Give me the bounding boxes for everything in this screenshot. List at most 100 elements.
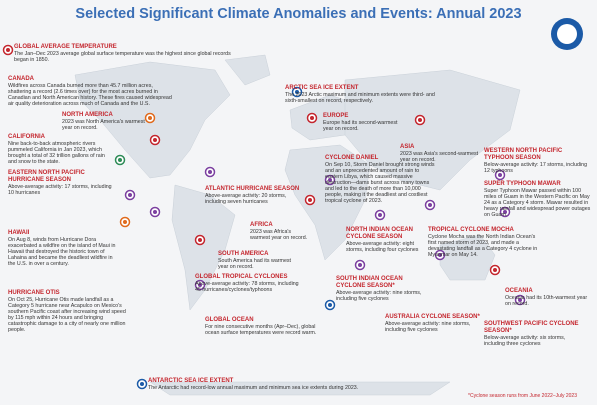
- event: EUROPE Europe had its second-warmest year…: [323, 113, 401, 132]
- event: SOUTHWEST PACIFIC CYCLONE SEASON* Below-a…: [484, 321, 584, 347]
- event: CALIFORNIA Nine back-to-back atmospheric …: [8, 134, 113, 165]
- event-body: Nine back-to-back atmospheric rivers pum…: [8, 140, 105, 166]
- event-heading: CYCLONE DANIEL: [325, 155, 379, 161]
- event-body: On Oct 25, Hurricane Otis made landfall …: [8, 296, 126, 334]
- event-heading: NORTH INDIAN OCEAN CYCLONE SEASON: [346, 227, 413, 240]
- event-heading: EASTERN NORTH PACIFIC HURRICANE SEASON: [8, 170, 85, 183]
- event-body: South America had its warmest year on re…: [218, 257, 292, 270]
- event-body: On Aug 8, winds from Hurricane Dora exac…: [8, 236, 116, 268]
- event-body: Cyclone Mocha was the North Indian Ocean…: [428, 233, 538, 259]
- event-heading: SOUTH AMERICA: [218, 251, 269, 257]
- event: CYCLONE DANIEL On Sep 10, Storm Daniel br…: [325, 155, 435, 204]
- event-body: Above-average activity: nine storms, inc…: [336, 289, 422, 302]
- event-body: On Sep 10, Storm Daniel brought strong w…: [325, 161, 435, 205]
- logo-center: [557, 24, 577, 44]
- event-icon-dot: [6, 48, 10, 52]
- event: ARCTIC SEA ICE EXTENT The 2023 Arctic max…: [285, 85, 445, 104]
- event: GLOBAL OCEAN For nine consecutive months …: [205, 317, 325, 336]
- event-body: The 2023 Arctic maximum and minimum exte…: [285, 91, 435, 104]
- event-icon-dot: [328, 178, 332, 182]
- event-body: Above-average activity: 78 storms, inclu…: [195, 280, 299, 293]
- event-icon-dot: [493, 268, 497, 272]
- event: HURRICANE OTIS On Oct 25, Hurricane Otis …: [8, 290, 126, 333]
- event-heading: HAWAII: [8, 230, 30, 236]
- event-heading: SOUTH INDIAN OCEAN CYCLONE SEASON*: [336, 276, 403, 289]
- event-heading: ATLANTIC HURRICANE SEASON: [205, 186, 300, 192]
- event-icon-dot: [128, 193, 132, 197]
- event: ATLANTIC HURRICANE SEASON Above-average a…: [205, 186, 300, 205]
- event-icon-dot: [358, 263, 362, 267]
- event-heading: GLOBAL OCEAN: [205, 317, 254, 323]
- noaa-logo: [551, 18, 583, 50]
- event: GLOBAL AVERAGE TEMPERATURE The Jan–Dec 20…: [14, 44, 244, 63]
- event-body: Wildfires across Canada burned more than…: [8, 82, 172, 108]
- south-america: [171, 184, 236, 311]
- event-icon-dot: [503, 210, 507, 214]
- event-icon-dot: [518, 298, 522, 302]
- event: TROPICAL CYCLONE MOCHA Cyclone Mocha was …: [428, 227, 544, 258]
- event-body: Above-average activity: nine storms, inc…: [385, 320, 471, 333]
- event-heading: SUPER TYPHOON MAWAR: [484, 181, 561, 187]
- event-body: Super Typhoon Mawar passed within 100 mi…: [484, 187, 591, 219]
- event-icon-dot: [148, 116, 152, 120]
- event-heading: HURRICANE OTIS: [8, 290, 60, 296]
- title: Selected Significant Climate Anomalies a…: [75, 6, 522, 22]
- event-icon-dot: [438, 253, 442, 257]
- event-body: For nine consecutive months (Apr–Dec), g…: [205, 323, 317, 336]
- event-body: Below-average activity: six storms, incl…: [484, 334, 566, 347]
- event: NORTH INDIAN OCEAN CYCLONE SEASON Above-a…: [346, 227, 426, 253]
- event-icon-dot: [308, 198, 312, 202]
- event-icon-dot: [378, 213, 382, 217]
- event: OCEANIA Oceania had its 10th-warmest year…: [505, 288, 590, 307]
- event-body: 2023 was Africa's warmest year on record…: [250, 228, 308, 241]
- event-icon-dot: [123, 220, 127, 224]
- event-heading: NORTH AMERICA: [62, 112, 113, 118]
- event-heading: ASIA: [400, 144, 415, 150]
- australia: [439, 234, 496, 281]
- event-body: Europe had its second-warmest year on re…: [323, 119, 398, 132]
- event-body: 2023 was Asia's second-warmest year on r…: [400, 150, 479, 163]
- event-body: Above-average activity: 17 storms, inclu…: [8, 183, 112, 196]
- event-body: Oceania had its 10th-warmest year on rec…: [505, 294, 588, 307]
- event-icon-dot: [198, 238, 202, 242]
- event: SOUTH INDIAN OCEAN CYCLONE SEASON* Above-…: [336, 276, 424, 302]
- event-icon-dot: [428, 203, 432, 207]
- event-icon-dot: [498, 173, 502, 177]
- event-heading: ARCTIC SEA ICE EXTENT: [285, 85, 359, 91]
- event-icon-dot: [140, 382, 144, 386]
- event: EASTERN NORTH PACIFIC HURRICANE SEASON Ab…: [8, 170, 118, 196]
- event: AUSTRALIA CYCLONE SEASON* Above-average a…: [385, 314, 485, 333]
- footnote: *Cyclone season runs from June 2022–July…: [468, 393, 577, 399]
- event: GLOBAL TROPICAL CYCLONES Above-average ac…: [195, 274, 305, 293]
- event-heading: EUROPE: [323, 113, 349, 119]
- asia: [344, 69, 521, 191]
- event-heading: CANADA: [8, 76, 34, 82]
- event-icon-dot: [418, 118, 422, 122]
- event-heading: OCEANIA: [505, 288, 533, 294]
- event-body: Above-average activity: 20 storms, inclu…: [205, 192, 287, 205]
- event-heading: AFRICA: [250, 222, 273, 228]
- event-heading: TROPICAL CYCLONE MOCHA: [428, 227, 514, 233]
- event-heading: GLOBAL TROPICAL CYCLONES: [195, 274, 288, 280]
- event-body: The Antarctic had record-low annual maxi…: [148, 384, 359, 391]
- event: ASIA 2023 was Asia's second-warmest year …: [400, 144, 480, 163]
- event-icon-dot: [295, 90, 299, 94]
- event-icon-dot: [328, 303, 332, 307]
- africa: [284, 144, 371, 261]
- event-body: Above-average activity: eight storms, in…: [346, 240, 419, 253]
- event: SOUTH AMERICA South America had its warme…: [218, 251, 296, 270]
- greenland: [224, 54, 271, 86]
- event-icon-dot: [310, 116, 314, 120]
- event: CANADA Wildfires across Canada burned mor…: [8, 76, 173, 107]
- event: WESTERN NORTH PACIFIC TYPHOON SEASON Belo…: [484, 148, 592, 174]
- event-body: 2023 was North America's warmest year on…: [62, 118, 145, 131]
- event: SUPER TYPHOON MAWAR Super Typhoon Mawar p…: [484, 181, 592, 218]
- event-icon-dot: [198, 283, 202, 287]
- event-icon-dot: [153, 138, 157, 142]
- event: NORTH AMERICA 2023 was North America's wa…: [62, 112, 147, 131]
- event-icon-dot: [153, 210, 157, 214]
- event-body: The Jan–Dec 2023 average global surface …: [14, 50, 231, 63]
- event-heading: CALIFORNIA: [8, 134, 45, 140]
